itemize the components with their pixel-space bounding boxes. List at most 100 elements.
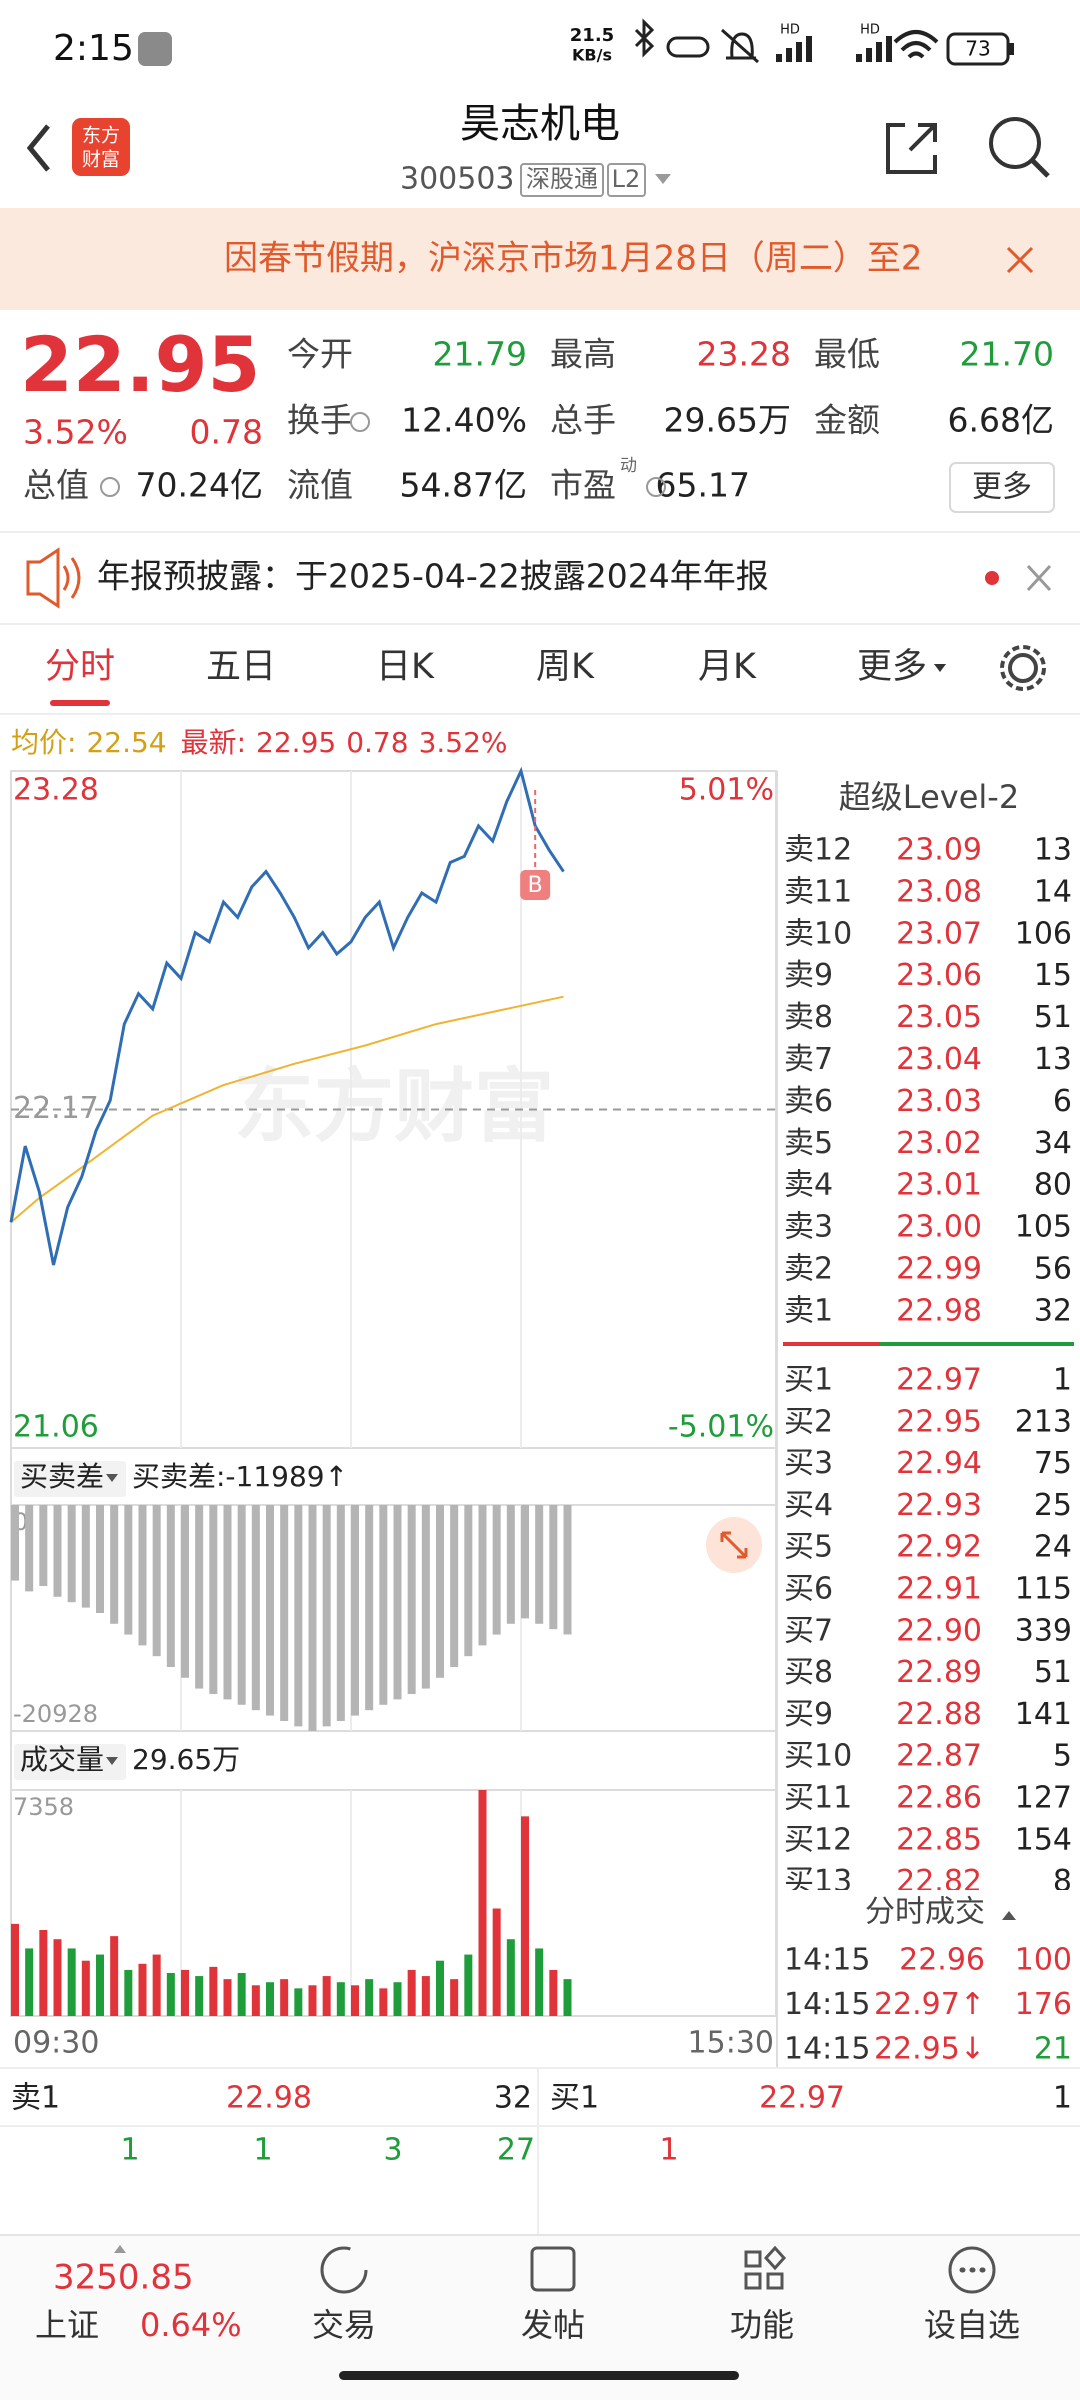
x-tick-label: 09:30	[13, 2026, 99, 2061]
search-button[interactable]	[989, 117, 1041, 169]
bid-qty: 51	[1034, 1655, 1072, 1690]
y-tick-label: 7358	[13, 1793, 74, 1821]
search-handle	[1030, 158, 1050, 178]
trade-volume: 100	[1015, 1943, 1072, 1978]
field-label: 今开	[287, 335, 353, 374]
settings-button[interactable]	[1008, 653, 1038, 683]
stock-code: 300503	[400, 162, 515, 197]
post-icon[interactable]	[530, 2246, 576, 2292]
bid-qty: 75	[1034, 1446, 1072, 1481]
nav-item[interactable]: 发帖	[521, 2306, 585, 2344]
nav-item[interactable]: 设自选	[924, 2306, 1020, 2344]
battery-icon	[946, 32, 1010, 66]
bar	[181, 1505, 189, 1678]
tab-underline	[50, 700, 110, 706]
tab-dropdown[interactable]	[934, 664, 946, 672]
share-button[interactable]	[886, 123, 937, 174]
bid-label: 买6	[784, 1572, 833, 1607]
ask-price: 23.08	[896, 874, 982, 909]
bid-price: 22.93	[896, 1488, 982, 1523]
watermark: 东方财富	[234, 1060, 554, 1153]
bar	[478, 1505, 487, 1646]
y-tick-label: -20928	[13, 1700, 98, 1728]
ask-price: 23.04	[896, 1042, 982, 1077]
trade-price: 22.96	[899, 1943, 985, 1978]
bar	[521, 1816, 529, 2016]
bar	[492, 1908, 501, 2016]
ask-qty: 105	[1015, 1210, 1072, 1245]
bar	[25, 1505, 34, 1592]
ask-label: 卖1	[11, 2081, 60, 2116]
wrench-icon	[138, 32, 172, 66]
banner-close[interactable]	[1006, 246, 1034, 274]
link-icon	[666, 36, 710, 58]
bar	[209, 1966, 218, 2016]
ask-price: 23.03	[896, 1084, 982, 1119]
bid-qty: 154	[1015, 1822, 1072, 1857]
bar	[280, 1979, 289, 2016]
bid-price: 22.85	[896, 1822, 982, 1857]
bar	[450, 1979, 459, 2016]
dropdown-arrow[interactable]	[655, 174, 671, 184]
info-text: 最新:	[181, 726, 246, 759]
bar	[450, 1505, 459, 1667]
bar	[464, 1505, 473, 1657]
bar	[436, 1960, 444, 2016]
selector-box[interactable]	[14, 1744, 126, 1780]
bar	[393, 1505, 402, 1700]
settings-gear	[1000, 645, 1046, 691]
function-icon[interactable]	[744, 2245, 787, 2290]
ask-price: 22.99	[896, 1252, 982, 1287]
more-button[interactable]	[949, 462, 1055, 513]
bar	[138, 1963, 147, 2016]
selector-arrow	[106, 1474, 118, 1482]
bar	[209, 1505, 218, 1694]
bar	[506, 1939, 515, 2016]
bid-qty: 25	[1034, 1488, 1072, 1523]
wifi-icon	[893, 30, 939, 59]
info-icon	[350, 412, 370, 432]
battery-level: 73	[965, 37, 990, 61]
bar	[81, 1960, 90, 2016]
y2-tick-label: -5.01%	[668, 1410, 774, 1445]
bar	[407, 1969, 416, 2016]
ask-qty: 51	[1034, 1000, 1072, 1035]
bar	[166, 1505, 175, 1667]
bid-qty: 24	[1034, 1530, 1072, 1565]
trade-price: 22.95↓	[874, 2032, 985, 2067]
bid-price: 22.90	[896, 1613, 982, 1648]
bar	[294, 1505, 303, 1727]
bar	[124, 1969, 133, 2016]
bid-price: 22.82	[896, 1864, 982, 1899]
bar	[53, 1505, 62, 1597]
bar	[110, 1936, 119, 2016]
signal-label: HD	[780, 23, 800, 38]
bar	[223, 1505, 232, 1700]
nav-item[interactable]: 交易	[312, 2306, 376, 2344]
watchlist-icon[interactable]	[948, 2246, 996, 2294]
ask-label: 卖12	[784, 833, 852, 868]
bar	[67, 1948, 76, 2016]
field-label: 总手	[550, 401, 616, 440]
bid-price: 22.97	[896, 1363, 982, 1398]
bid-qty: 5	[1053, 1739, 1072, 1774]
pe-mark: 动	[620, 456, 637, 476]
bar	[393, 1982, 402, 2016]
selector-arrow	[106, 1757, 118, 1765]
bar	[322, 1976, 331, 2016]
bar	[294, 1988, 303, 2016]
notice-close[interactable]	[1026, 564, 1052, 592]
bar	[436, 1505, 444, 1678]
panel-title: 买卖差	[20, 1460, 104, 1493]
trade-icon[interactable]	[320, 2246, 368, 2294]
bar	[39, 1505, 48, 1586]
field-value: 6.68亿	[948, 401, 1054, 440]
bid-qty: 8	[1053, 1864, 1072, 1899]
back-button[interactable]	[26, 124, 50, 172]
bid-qty: 141	[1015, 1697, 1072, 1732]
ask-qty: 13	[1034, 1042, 1072, 1077]
selector-box[interactable]	[14, 1461, 126, 1497]
bar	[81, 1505, 90, 1608]
nav-item[interactable]: 功能	[730, 2306, 794, 2344]
index-arrow	[114, 2245, 126, 2253]
